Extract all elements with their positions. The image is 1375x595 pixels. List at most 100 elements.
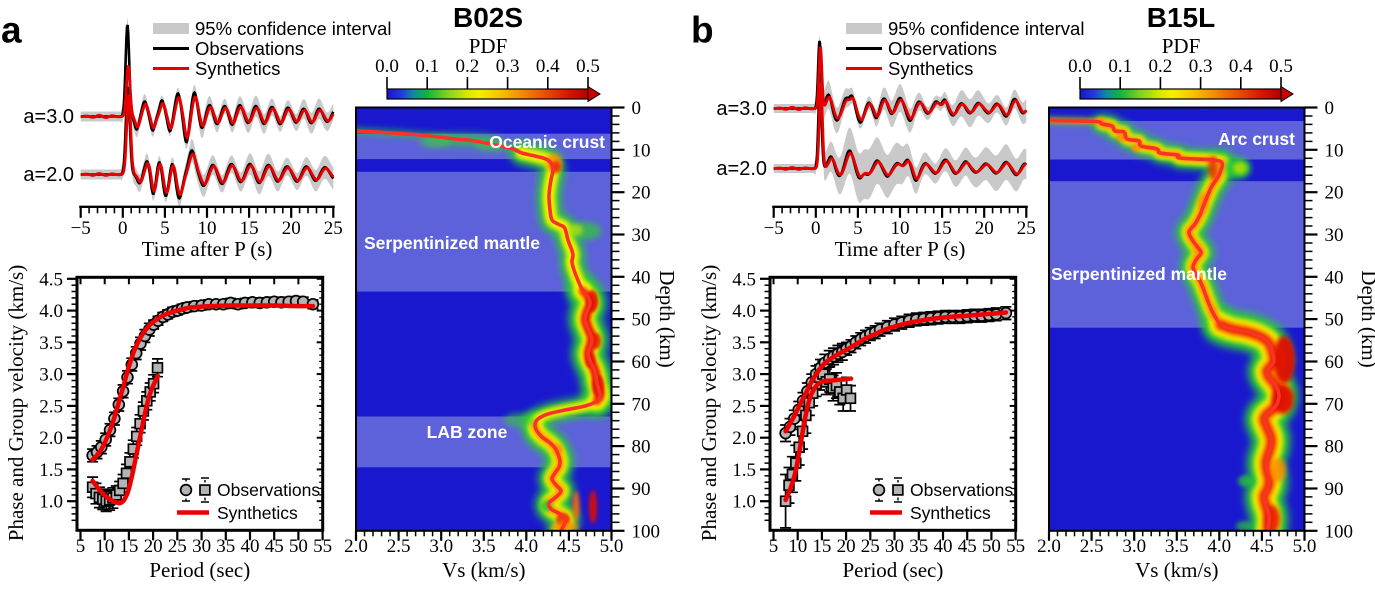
svg-text:4.5: 4.5 bbox=[557, 536, 581, 557]
svg-text:40: 40 bbox=[632, 267, 651, 288]
svg-text:2.5: 2.5 bbox=[1080, 536, 1104, 557]
svg-text:Serpentinized mantle: Serpentinized mantle bbox=[364, 233, 540, 253]
svg-text:0.4: 0.4 bbox=[1229, 56, 1253, 77]
svg-text:4.0: 4.0 bbox=[732, 301, 756, 322]
svg-text:Phase and Group velocity (km/s: Phase and Group velocity (km/s) bbox=[697, 265, 721, 541]
svg-text:0.1: 0.1 bbox=[415, 56, 439, 77]
svg-text:a=2.0: a=2.0 bbox=[23, 164, 74, 186]
svg-text:3.0: 3.0 bbox=[429, 536, 453, 557]
svg-text:Depth (km): Depth (km) bbox=[655, 270, 679, 367]
svg-text:35: 35 bbox=[216, 536, 235, 557]
svg-text:100: 100 bbox=[1325, 521, 1354, 542]
svg-text:Serpentinized mantle: Serpentinized mantle bbox=[1051, 264, 1227, 284]
svg-text:50: 50 bbox=[1325, 310, 1344, 331]
svg-text:50: 50 bbox=[982, 536, 1001, 557]
svg-text:2.5: 2.5 bbox=[39, 396, 63, 417]
svg-text:55: 55 bbox=[1006, 536, 1025, 557]
svg-text:5: 5 bbox=[76, 536, 86, 557]
svg-text:5.0: 5.0 bbox=[600, 536, 624, 557]
svg-text:10: 10 bbox=[198, 218, 217, 239]
svg-text:10: 10 bbox=[95, 536, 114, 557]
svg-text:5: 5 bbox=[160, 218, 170, 239]
svg-text:20: 20 bbox=[837, 536, 856, 557]
svg-text:Time after P (s): Time after P (s) bbox=[835, 237, 966, 261]
svg-text:15: 15 bbox=[812, 536, 831, 557]
svg-text:2.5: 2.5 bbox=[387, 536, 411, 557]
svg-text:95% confidence interval: 95% confidence interval bbox=[195, 18, 391, 39]
svg-text:20: 20 bbox=[144, 536, 163, 557]
svg-text:Observations: Observations bbox=[195, 38, 304, 59]
svg-text:Depth (km): Depth (km) bbox=[1357, 270, 1375, 367]
svg-text:3.5: 3.5 bbox=[732, 333, 756, 354]
svg-text:55: 55 bbox=[313, 536, 332, 557]
svg-text:60: 60 bbox=[632, 352, 651, 373]
svg-text:0.4: 0.4 bbox=[536, 56, 560, 77]
svg-text:30: 30 bbox=[632, 225, 651, 246]
svg-text:Arc crust: Arc crust bbox=[1218, 129, 1295, 149]
svg-text:40: 40 bbox=[1325, 267, 1344, 288]
svg-text:2.0: 2.0 bbox=[344, 536, 368, 557]
svg-text:15: 15 bbox=[240, 218, 259, 239]
svg-text:20: 20 bbox=[282, 218, 301, 239]
svg-text:4.0: 4.0 bbox=[1207, 536, 1231, 557]
svg-text:Phase and Group velocity (km/s: Phase and Group velocity (km/s) bbox=[4, 265, 28, 541]
svg-text:2.0: 2.0 bbox=[732, 428, 756, 449]
svg-text:10: 10 bbox=[788, 536, 807, 557]
svg-text:a=2.0: a=2.0 bbox=[716, 158, 767, 180]
svg-text:15: 15 bbox=[119, 536, 138, 557]
svg-text:35: 35 bbox=[909, 536, 928, 557]
svg-text:0.3: 0.3 bbox=[1189, 56, 1213, 77]
svg-text:Synthetics: Synthetics bbox=[217, 503, 298, 523]
svg-text:Vs (km/s): Vs (km/s) bbox=[1135, 558, 1218, 582]
svg-text:5.0: 5.0 bbox=[1293, 536, 1317, 557]
svg-text:3.5: 3.5 bbox=[39, 333, 63, 354]
svg-text:3.0: 3.0 bbox=[1122, 536, 1146, 557]
svg-text:50: 50 bbox=[632, 310, 651, 331]
svg-text:25: 25 bbox=[861, 536, 880, 557]
svg-text:0.1: 0.1 bbox=[1108, 56, 1132, 77]
svg-text:Vs (km/s): Vs (km/s) bbox=[442, 558, 525, 582]
svg-text:50: 50 bbox=[289, 536, 308, 557]
svg-text:20: 20 bbox=[975, 218, 994, 239]
svg-text:0.5: 0.5 bbox=[1269, 56, 1293, 77]
svg-text:Period (sec): Period (sec) bbox=[842, 558, 943, 582]
svg-text:10: 10 bbox=[1325, 140, 1344, 161]
svg-text:0: 0 bbox=[1325, 98, 1335, 119]
svg-text:4.0: 4.0 bbox=[39, 301, 63, 322]
svg-text:a=3.0: a=3.0 bbox=[716, 98, 767, 120]
svg-text:Time after P (s): Time after P (s) bbox=[142, 237, 273, 261]
svg-text:0.2: 0.2 bbox=[1149, 56, 1173, 77]
svg-text:Observations: Observations bbox=[910, 480, 1013, 500]
svg-text:LAB zone: LAB zone bbox=[427, 422, 508, 442]
svg-text:0.0: 0.0 bbox=[1068, 56, 1092, 77]
svg-text:PDF: PDF bbox=[1162, 34, 1201, 58]
svg-text:b: b bbox=[691, 10, 714, 51]
svg-text:10: 10 bbox=[891, 218, 910, 239]
svg-text:1.5: 1.5 bbox=[39, 460, 63, 481]
svg-text:80: 80 bbox=[632, 437, 651, 458]
svg-text:0.3: 0.3 bbox=[496, 56, 520, 77]
svg-text:3.5: 3.5 bbox=[1165, 536, 1189, 557]
svg-text:Oceanic crust: Oceanic crust bbox=[489, 132, 605, 152]
svg-text:0: 0 bbox=[811, 218, 821, 239]
svg-text:0.2: 0.2 bbox=[456, 56, 480, 77]
svg-text:60: 60 bbox=[1325, 352, 1344, 373]
svg-text:15: 15 bbox=[933, 218, 952, 239]
svg-text:45: 45 bbox=[265, 536, 284, 557]
svg-text:1.5: 1.5 bbox=[732, 460, 756, 481]
svg-text:100: 100 bbox=[632, 521, 661, 542]
svg-text:0: 0 bbox=[632, 98, 642, 119]
svg-text:1.0: 1.0 bbox=[732, 492, 756, 513]
svg-text:a=3.0: a=3.0 bbox=[23, 106, 74, 128]
svg-text:5: 5 bbox=[853, 218, 863, 239]
svg-text:4.5: 4.5 bbox=[1250, 536, 1274, 557]
svg-text:95% confidence interval: 95% confidence interval bbox=[888, 18, 1084, 39]
svg-text:Observations: Observations bbox=[888, 38, 997, 59]
svg-text:Synthetics: Synthetics bbox=[195, 58, 280, 79]
svg-text:B15L: B15L bbox=[1147, 2, 1215, 33]
svg-text:25: 25 bbox=[168, 536, 187, 557]
svg-text:4.5: 4.5 bbox=[39, 269, 63, 290]
svg-text:2.0: 2.0 bbox=[39, 428, 63, 449]
svg-text:1.0: 1.0 bbox=[39, 492, 63, 513]
svg-text:−5: −5 bbox=[71, 218, 91, 239]
